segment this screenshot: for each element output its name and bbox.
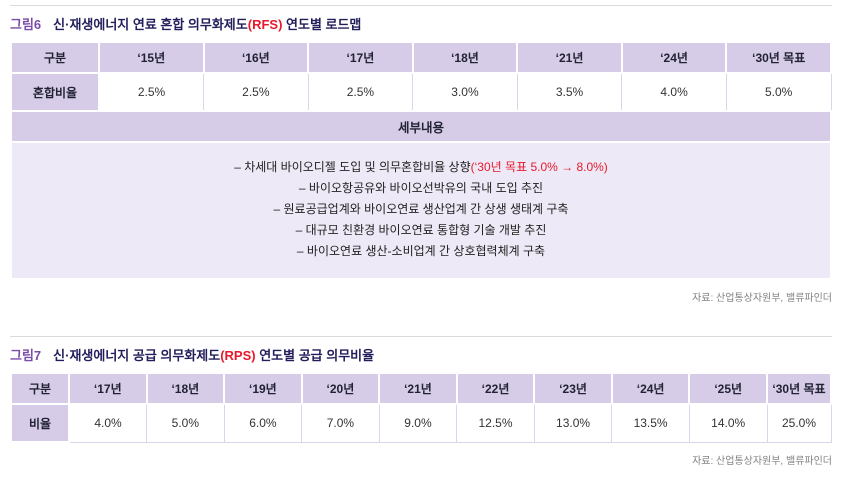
corner-header-cell: 구분 <box>10 41 100 74</box>
details-line1-red-text: (‘30년 목표 5.0% → 8.0%) <box>470 160 608 174</box>
value-cell: 5.0% <box>146 403 225 443</box>
value-cell: 4.0% <box>68 403 148 443</box>
value-cell: 2.5% <box>203 72 309 112</box>
details-line: – 차세대 바이오디젤 도입 및 의무혼합비율 상향(‘30년 목표 5.0% … <box>20 157 822 178</box>
value-cell: 25.0% <box>766 403 832 443</box>
year-header-cell: ‘17년 <box>307 41 414 74</box>
row-header-cell: 혼합비율 <box>10 72 100 112</box>
value-cell: 12.5% <box>456 403 535 443</box>
value-cell: 2.5% <box>98 72 205 112</box>
details-line: – 바이오연료 생산-소비업계 간 상호협력체계 구축 <box>296 244 546 258</box>
figure7-heading-suffix: 연도별 공급 의무비율 <box>255 348 375 363</box>
year-header-cell: ‘19년 <box>223 372 303 405</box>
details-line1-text: – 차세대 바이오디젤 도입 및 의무혼합비율 상향 <box>234 160 471 174</box>
year-header-cell: ‘15년 <box>98 41 205 74</box>
year-header-cell: ‘24년 <box>610 372 691 405</box>
year-header-cell: ‘18년 <box>145 372 226 405</box>
value-cell: 3.0% <box>412 72 518 112</box>
row-header-cell: 비율 <box>10 403 70 443</box>
figure7-heading-rps-tag: (RPS) <box>220 348 256 363</box>
figure6-heading-main: 신·재생에너지 연료 혼합 의무화제도 <box>53 17 248 32</box>
year-header-cell: ‘21년 <box>378 372 458 405</box>
details-body-cell: – 차세대 바이오디젤 도입 및 의무혼합비율 상향(‘30년 목표 5.0% … <box>10 141 832 280</box>
figure6-heading-suffix: 연도별 로드맵 <box>282 17 362 32</box>
value-cell: 3.5% <box>516 72 623 112</box>
value-cell: 6.0% <box>223 403 303 443</box>
details-line: – 바이오항공유와 바이오선박유의 국내 도입 추진 <box>298 181 544 195</box>
figure6-section: 그림6 신·재생에너지 연료 혼합 의무화제도(RFS) 연도별 로드맵 구분 … <box>10 5 832 304</box>
value-cell: 5.0% <box>725 72 832 112</box>
figure7-heading-main: 신·재생에너지 공급 의무화제도 <box>53 348 221 363</box>
value-cell: 2.5% <box>307 72 414 112</box>
figure6-source-note: 자료: 산업통상자원부, 밸류파인더 <box>692 293 832 304</box>
value-cell: 9.0% <box>378 403 458 443</box>
figure6-title-row: 그림6 신·재생에너지 연료 혼합 의무화제도(RFS) 연도별 로드맵 <box>10 14 832 33</box>
rfs-table: 구분 ‘15년 ‘16년 ‘17년 ‘18년 ‘21년 ‘24년 ‘30년 목표… <box>10 41 832 280</box>
figure6-heading-rfs-tag: (RFS) <box>247 17 283 32</box>
rps-value-row: 비율 4.0% 5.0% 6.0% 7.0% 9.0% 12.5% 13.0% … <box>10 403 832 443</box>
rfs-value-row: 혼합비율 2.5% 2.5% 2.5% 3.0% 3.5% 4.0% 5.0% <box>10 72 832 112</box>
value-cell: 13.5% <box>611 403 690 443</box>
details-line: – 원료공급업계와 바이오연료 생산업계 간 상생 생태계 구축 <box>273 202 569 216</box>
details-line: – 대규모 친환경 바이오연료 통합형 기술 개발 추진 <box>295 223 547 237</box>
figure6-label: 그림6 <box>10 17 42 32</box>
year-header-cell: ‘30년 목표 <box>766 372 832 405</box>
value-cell: 4.0% <box>621 72 727 112</box>
year-header-cell: ‘21년 <box>516 41 623 74</box>
year-header-cell: ‘20년 <box>300 372 381 405</box>
value-cell: 7.0% <box>301 403 380 443</box>
year-header-cell: ‘23년 <box>533 372 613 405</box>
year-header-cell: ‘25년 <box>688 372 768 405</box>
rps-table: 구분 ‘17년 ‘18년 ‘19년 ‘20년 ‘21년 ‘22년 ‘23년 ‘2… <box>10 372 832 443</box>
year-header-cell: ‘16년 <box>202 41 310 74</box>
details-header-cell: 세부내용 <box>10 110 832 143</box>
value-cell: 14.0% <box>688 403 768 443</box>
year-header-cell: ‘22년 <box>455 372 536 405</box>
year-header-cell: ‘17년 <box>68 372 148 405</box>
rfs-header-row: 구분 ‘15년 ‘16년 ‘17년 ‘18년 ‘21년 ‘24년 ‘30년 목표 <box>10 41 832 74</box>
figure7-section: 그림7 신·재생에너지 공급 의무화제도(RPS) 연도별 공급 의무비율 구분… <box>10 336 832 467</box>
year-header-cell: ‘18년 <box>411 41 519 74</box>
rfs-details-row: – 차세대 바이오디젤 도입 및 의무혼합비율 상향(‘30년 목표 5.0% … <box>10 141 832 280</box>
rfs-details-header-row: 세부내용 <box>10 110 832 143</box>
rps-header-row: 구분 ‘17년 ‘18년 ‘19년 ‘20년 ‘21년 ‘22년 ‘23년 ‘2… <box>10 372 832 405</box>
figure7-label: 그림7 <box>10 348 42 363</box>
corner-header-cell: 구분 <box>10 372 70 405</box>
figure6-heading: 신·재생에너지 연료 혼합 의무화제도(RFS) 연도별 로드맵 <box>53 14 361 33</box>
figure7-source-note: 자료: 산업통상자원부, 밸류파인더 <box>692 456 832 467</box>
figure7-title-row: 그림7 신·재생에너지 공급 의무화제도(RPS) 연도별 공급 의무비율 <box>10 345 832 364</box>
year-header-cell: ‘30년 목표 <box>725 41 832 74</box>
value-cell: 13.0% <box>533 403 613 443</box>
year-header-cell: ‘24년 <box>620 41 728 74</box>
figure7-heading: 신·재생에너지 공급 의무화제도(RPS) 연도별 공급 의무비율 <box>53 345 374 364</box>
